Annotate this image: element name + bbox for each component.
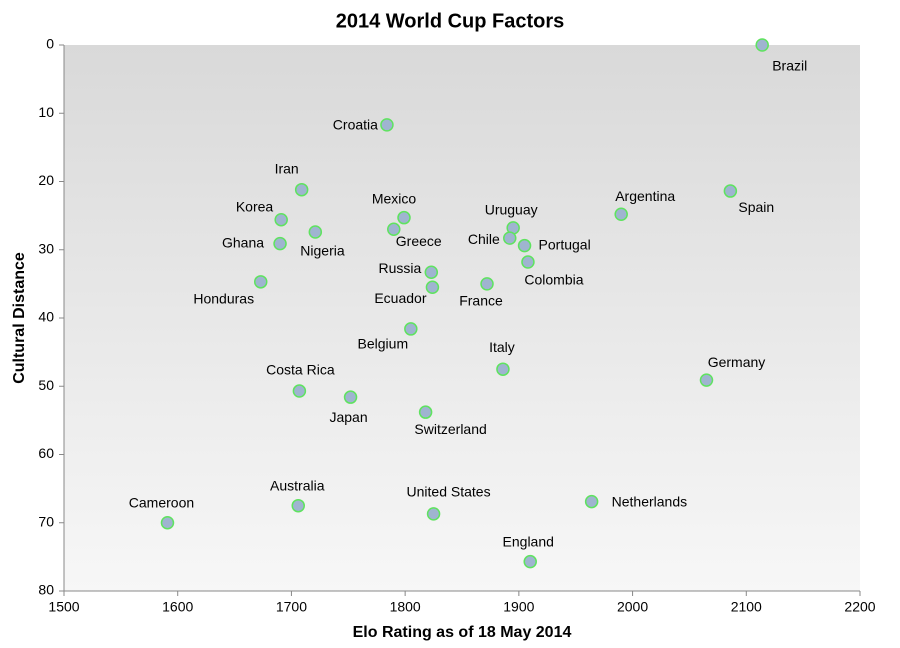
point <box>273 236 287 251</box>
point-label: Spain <box>738 199 774 215</box>
point-label: Argentina <box>615 188 675 204</box>
point <box>517 238 532 253</box>
y-tick-label: 60 <box>38 445 54 461</box>
point-label: Greece <box>396 233 442 249</box>
point <box>523 554 537 569</box>
point-label: Switzerland <box>414 421 486 437</box>
point <box>308 225 323 239</box>
y-tick-label: 20 <box>38 172 54 188</box>
point <box>425 280 440 295</box>
point <box>274 212 288 227</box>
x-tick-label: 2100 <box>731 599 762 615</box>
point-label: Nigeria <box>300 243 345 259</box>
point-label: Italy <box>489 339 515 355</box>
point <box>480 277 494 291</box>
point <box>723 184 738 198</box>
x-tick-label: 1900 <box>503 599 534 615</box>
y-tick-label: 50 <box>38 377 54 393</box>
point <box>584 494 599 509</box>
y-tick-label: 70 <box>38 513 54 529</box>
point <box>404 322 418 336</box>
point-label: Chile <box>468 231 500 247</box>
y-axis-label: Cultural Distance <box>11 252 28 384</box>
x-tick-label: 1600 <box>162 599 193 615</box>
point <box>755 38 769 52</box>
point-label: Korea <box>236 198 274 214</box>
point-label: Portugal <box>539 236 591 252</box>
plot-area <box>64 45 860 591</box>
point <box>253 275 268 289</box>
point <box>380 118 394 132</box>
chart-title: 2014 World Cup Factors <box>336 10 565 32</box>
point-label: Iran <box>275 160 299 176</box>
point <box>521 255 535 269</box>
x-axis-label: Elo Rating as of 18 May 2014 <box>353 624 572 641</box>
point <box>699 373 714 387</box>
x-tick-label: 2000 <box>617 599 648 615</box>
point-label: Colombia <box>524 272 583 288</box>
point-label: Brazil <box>772 58 807 74</box>
y-tick-label: 80 <box>38 582 54 598</box>
point <box>426 507 441 521</box>
point <box>418 405 433 419</box>
x-tick-label: 1500 <box>48 599 79 615</box>
point-label: Belgium <box>358 336 409 352</box>
point-label: England <box>503 533 554 549</box>
point <box>343 390 358 404</box>
x-tick-label: 1800 <box>390 599 421 615</box>
point <box>387 222 401 237</box>
point-label: Costa Rica <box>266 362 335 378</box>
point-label: Honduras <box>193 291 254 307</box>
point <box>292 384 307 398</box>
point-label: Ghana <box>222 234 264 250</box>
point-label: Uruguay <box>485 202 538 218</box>
y-tick-label: 40 <box>38 309 54 325</box>
point <box>614 207 628 222</box>
y-tick-label: 10 <box>38 104 54 120</box>
point-label: Croatia <box>333 117 378 133</box>
point-label: Australia <box>270 477 325 493</box>
point-label: Ecuador <box>374 290 426 306</box>
point <box>291 498 306 513</box>
x-tick-label: 2200 <box>844 599 875 615</box>
point-label: United States <box>407 484 491 500</box>
point <box>160 516 175 530</box>
point <box>503 231 517 245</box>
point-label: Mexico <box>372 190 417 206</box>
x-tick-label: 1700 <box>276 599 307 615</box>
point-label: Japan <box>329 409 367 425</box>
y-tick-label: 0 <box>46 36 54 52</box>
point <box>397 210 411 225</box>
point <box>496 362 510 376</box>
point-label: Netherlands <box>612 493 688 509</box>
point-label: Russia <box>379 260 422 276</box>
point <box>294 182 309 197</box>
point <box>424 265 439 280</box>
point-label: Germany <box>708 354 766 370</box>
point-label: France <box>459 293 503 309</box>
y-tick-label: 30 <box>38 240 54 256</box>
point-label: Cameroon <box>129 494 194 510</box>
